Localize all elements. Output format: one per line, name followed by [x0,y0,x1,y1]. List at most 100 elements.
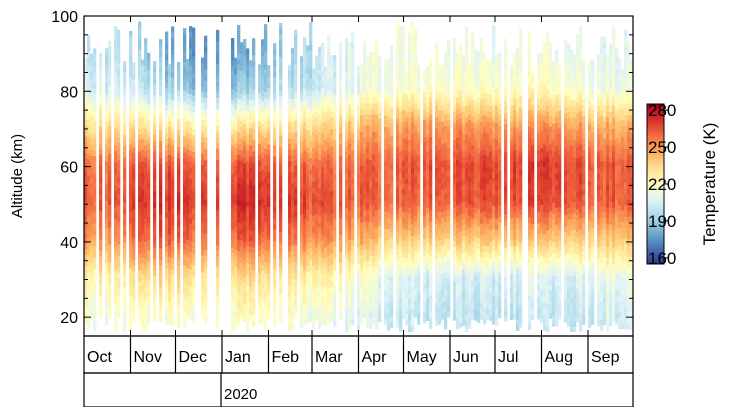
heatmap-cell [348,244,352,251]
heatmap-cell [153,286,157,293]
heatmap-cell [462,224,466,231]
heatmap-cell [291,273,295,280]
heatmap-cell [411,162,415,168]
heatmap-cell [117,153,121,160]
heatmap-cell [132,282,136,289]
heatmap-cell [90,53,94,60]
heatmap-cell [204,193,208,200]
heatmap-cell [153,168,157,175]
heatmap-cell [366,237,370,244]
heatmap-cell [321,82,325,89]
heatmap-cell [471,144,475,151]
heatmap-cell [243,112,247,119]
heatmap-cell [249,122,253,129]
heatmap-cell [171,65,175,72]
heatmap-cell [204,255,208,262]
heatmap-cell [153,219,157,226]
heatmap-cell [159,191,163,198]
heatmap-cell [261,39,265,46]
heatmap-cell [324,66,328,73]
heatmap-cell [252,258,256,265]
heatmap-cell [291,166,295,173]
heatmap-cell [459,287,463,294]
heatmap-cell [471,297,475,303]
heatmap-cell [165,274,169,281]
heatmap-cell [426,298,430,305]
heatmap-cell [423,108,427,115]
heatmap-cell [483,171,487,178]
heatmap-cell [291,194,295,201]
heatmap-cell [201,226,205,233]
heatmap-cell [405,268,409,275]
heatmap-cell [375,136,379,143]
heatmap-cell [300,220,304,227]
heatmap-cell [204,233,208,240]
heatmap-cell [399,257,403,264]
heatmap-cell [426,162,430,169]
heatmap-cell [129,273,133,280]
heatmap-cell [459,304,463,311]
heatmap-cell [216,306,220,313]
heatmap-cell [288,296,292,303]
heatmap-cell [447,102,451,109]
heatmap-cell [279,130,283,137]
heatmap-cell [105,48,109,55]
heatmap-cell [84,288,88,295]
heatmap-cell [348,58,352,65]
heatmap-cell [201,147,205,154]
heatmap-cell [114,190,118,197]
heatmap-cell [168,205,172,212]
heatmap-cell [237,233,241,240]
heatmap-cell [471,313,475,320]
heatmap-cell [471,274,475,281]
heatmap-cell [258,205,262,212]
heatmap-cell [300,282,304,289]
heatmap-cell [141,251,145,258]
heatmap-cell [168,312,172,319]
heatmap-cell [372,272,376,279]
heatmap-cell [411,212,415,219]
heatmap-cell [489,264,493,271]
heatmap-cell [237,194,241,201]
heatmap-cell [333,320,337,327]
heatmap-cell [339,110,343,117]
heatmap-cell [462,150,466,157]
heatmap-cell [216,300,220,307]
heatmap-cell [258,160,262,167]
heatmap-cell [333,224,337,231]
heatmap-cell [438,183,442,190]
heatmap-cell [186,284,190,291]
heatmap-cell [108,210,112,217]
heatmap-cell [465,128,469,135]
heatmap-cell [330,134,334,141]
heatmap-cell [117,278,121,285]
heatmap-cell [387,200,391,207]
heatmap-cell [402,30,406,37]
heatmap-cell [402,296,406,303]
heatmap-cell [438,126,442,133]
heatmap-cell [288,155,292,162]
heatmap-cell [462,320,466,327]
heatmap-cell [234,311,238,318]
heatmap-cell [114,195,118,202]
heatmap-cell [201,85,205,92]
heatmap-cell [144,286,148,293]
heatmap-cell [99,278,103,285]
heatmap-cell [360,205,364,212]
heatmap-cell [171,257,175,264]
heatmap-cell [234,193,238,200]
heatmap-cell [108,198,112,205]
heatmap-cell [414,125,418,132]
heatmap-cell [132,130,136,137]
heatmap-cell [480,71,484,78]
heatmap-cell [369,97,373,104]
heatmap-cell [360,238,364,245]
heatmap-cell [291,149,295,156]
heatmap-cell [90,211,94,218]
heatmap-cell [360,261,364,268]
heatmap-cell [159,310,163,317]
heatmap-cell [312,204,316,211]
heatmap-cell [168,194,172,201]
heatmap-cell [462,105,466,112]
heatmap-cell [123,94,127,101]
